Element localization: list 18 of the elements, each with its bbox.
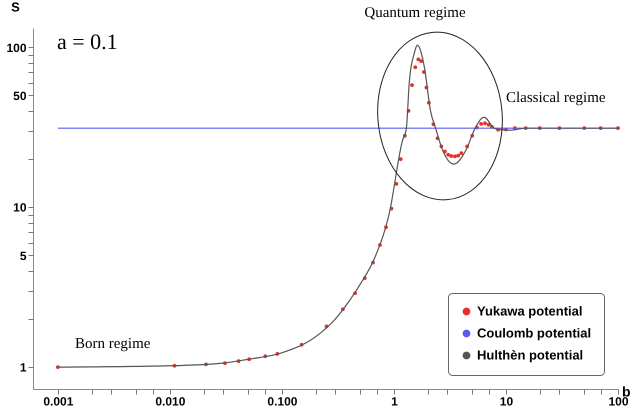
text: Quantum regime xyxy=(364,5,466,21)
x-tick-label: 0.100 xyxy=(267,394,298,408)
y-tick-label: 10 xyxy=(13,200,27,215)
y-tick-label: 1 xyxy=(20,360,27,375)
annotation: Born regime xyxy=(75,336,151,352)
x-tick-label: 0.010 xyxy=(155,394,186,408)
y-tick-label: 50 xyxy=(13,88,27,103)
legend-label: Yukawa potential xyxy=(477,304,582,318)
y-tick-label: 5 xyxy=(20,248,27,263)
legend-label: Coulomb potential xyxy=(477,326,592,340)
x-tick-label: 1 xyxy=(391,394,398,408)
y-tick-label: 100 xyxy=(6,40,27,55)
annotation: Classical regime xyxy=(506,90,606,106)
x-tick-label: 0.001 xyxy=(43,394,74,408)
annotation: a = 0.1 xyxy=(57,29,118,54)
y-axis-title: S xyxy=(11,0,20,14)
legend-label: Hulthèn potential xyxy=(477,348,584,362)
x-tick-label: 10 xyxy=(500,394,514,408)
